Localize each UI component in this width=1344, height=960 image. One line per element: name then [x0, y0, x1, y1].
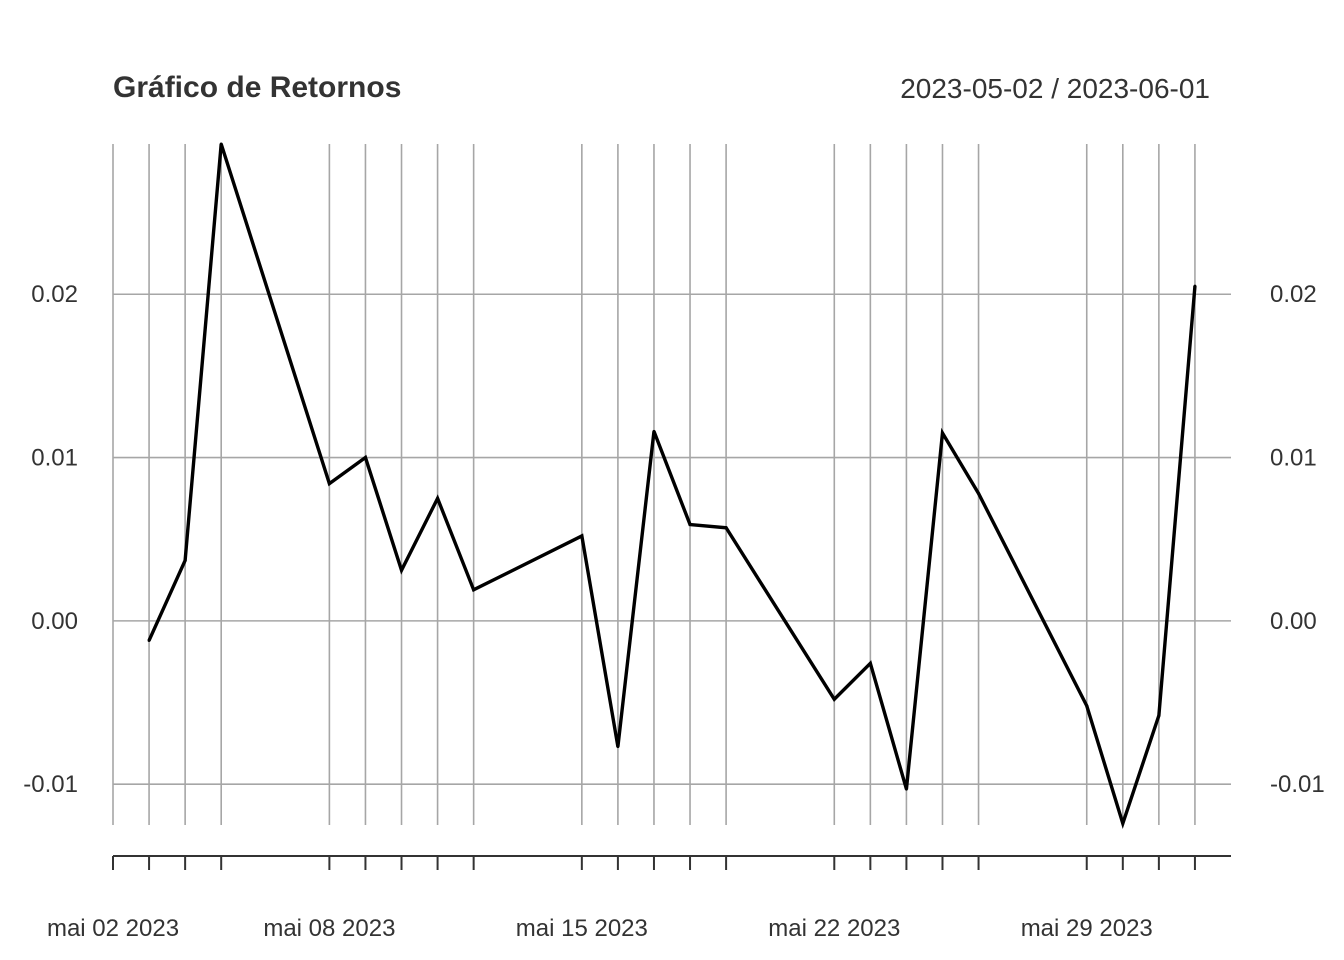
y-axis-left: -0.01 0.00 0.01 0.02 [23, 281, 78, 798]
data-point [363, 456, 367, 460]
data-point [580, 534, 584, 538]
data-point [652, 429, 656, 433]
x-axis-labels: mai 02 2023 mai 08 2023 mai 15 2023 mai 22 … [47, 915, 1153, 942]
data-point [688, 523, 692, 527]
y-tick-label-left: 0.01 [31, 445, 78, 472]
x-tick-label: mai 29 2023 [1021, 915, 1153, 942]
data-point [436, 496, 440, 500]
data-point [219, 142, 223, 146]
x-tick-label: mai 22 2023 [768, 915, 900, 942]
chart-title: Gráfico de Retornos [113, 71, 401, 104]
data-point [868, 661, 872, 665]
data-point [616, 745, 620, 749]
x-tick-label: mai 08 2023 [263, 915, 395, 942]
data-point [147, 638, 151, 642]
x-tick-label: mai 02 2023 [47, 915, 179, 942]
date-range-label: 2023-05-02 / 2023-06-01 [900, 73, 1210, 104]
data-point [472, 588, 476, 592]
data-point [904, 787, 908, 791]
series-line-retornos [147, 143, 1197, 829]
data-point [724, 526, 728, 530]
data-point [977, 491, 981, 495]
vertical-gridlines [112, 144, 1196, 825]
y-tick-label-right: -0.01 [1270, 771, 1325, 798]
data-point [1193, 284, 1197, 288]
data-point [400, 568, 404, 572]
data-point [327, 482, 331, 486]
data-point [940, 431, 944, 435]
horizontal-gridlines [113, 293, 1231, 785]
data-point [1121, 821, 1125, 825]
data-point [183, 558, 187, 562]
y-tick-label-left: 0.02 [31, 281, 78, 308]
x-axis-ticks [112, 856, 1196, 870]
series-group [147, 142, 1197, 829]
y-tick-label-left: -0.01 [23, 771, 78, 798]
y-tick-label-right: 0.00 [1270, 608, 1317, 635]
y-tick-label-left: 0.00 [31, 608, 78, 635]
y-tick-label-right: 0.01 [1270, 445, 1317, 472]
y-tick-label-right: 0.02 [1270, 281, 1317, 308]
data-point [832, 697, 836, 701]
y-axis-right: -0.01 0.00 0.01 0.02 [1270, 281, 1325, 798]
data-point [1157, 714, 1161, 718]
data-point [1085, 704, 1089, 708]
x-tick-label: mai 15 2023 [516, 915, 648, 942]
